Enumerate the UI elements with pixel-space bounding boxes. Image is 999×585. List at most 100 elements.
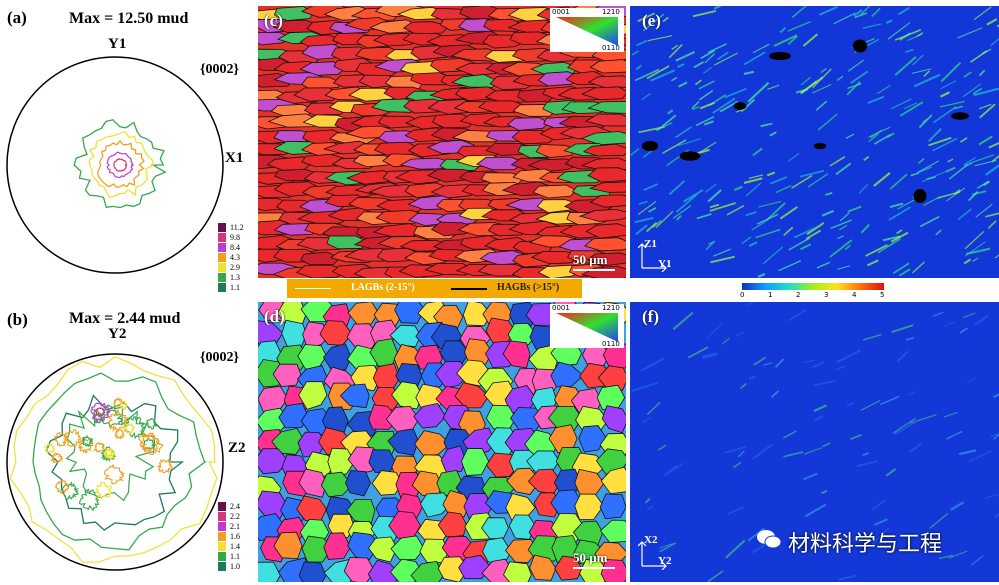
kam-streak — [948, 550, 968, 559]
kam-void — [813, 142, 827, 150]
kam-streak — [847, 205, 862, 213]
level-swatch — [218, 521, 226, 531]
level-value: 8.4 — [230, 242, 240, 252]
kam-streak — [709, 203, 720, 209]
axis-top-a: Y1 — [108, 36, 127, 52]
kam-streak — [891, 324, 914, 333]
grain — [529, 554, 557, 581]
grain — [602, 342, 626, 369]
grain — [346, 498, 376, 524]
kam-streak — [775, 185, 792, 194]
level-swatch — [218, 272, 226, 282]
grain — [343, 557, 376, 582]
kam-streak — [646, 65, 670, 80]
kam-streak — [987, 220, 997, 230]
kam-streak — [899, 101, 924, 117]
kam-streak — [968, 154, 995, 165]
pole-figure-a: (a) Max = 12.50 mud Y1 {0002} X1 11.2 9.8… — [0, 0, 258, 292]
kam-void — [733, 102, 747, 110]
wechat-icon — [756, 528, 782, 550]
level-value: 2.2 — [230, 511, 240, 521]
kam-streak — [813, 404, 828, 413]
kam-streak — [898, 268, 911, 277]
contour-line — [138, 431, 161, 455]
colorbar-tick: 3 — [824, 291, 829, 299]
level-legend-item: 8.4 — [218, 242, 258, 252]
pole-b: {0002} — [200, 350, 240, 365]
colorbar-tick: 1 — [768, 291, 773, 299]
kam-streak — [675, 51, 696, 62]
kam-streak — [944, 321, 956, 327]
kam-streak — [948, 163, 969, 180]
kam-streak — [713, 52, 738, 66]
grain — [454, 382, 490, 409]
panel-label-f: (f) — [642, 307, 659, 326]
contour-line — [43, 442, 56, 454]
max-density-a: Max = 12.50 mud — [69, 10, 189, 27]
grain — [389, 324, 422, 348]
kam-streak — [646, 401, 661, 416]
grain — [323, 343, 352, 371]
grain — [589, 194, 626, 208]
kam-streak — [694, 79, 702, 86]
colorbar-tick: 4 — [852, 291, 857, 299]
grain — [367, 559, 400, 582]
kam-streak — [917, 160, 940, 173]
kam-streak — [769, 176, 788, 185]
ipf-key-c: 0001 1210 0110 — [550, 8, 624, 52]
contour-line — [9, 356, 218, 563]
kam-streak — [672, 311, 694, 331]
kam-void — [951, 112, 969, 120]
kam-streak — [978, 135, 993, 146]
panel-label-b: (b) — [7, 310, 28, 329]
kam-streak — [787, 35, 798, 46]
kam-streak — [887, 22, 911, 40]
contour-line — [63, 429, 82, 448]
kam-streak — [927, 128, 942, 143]
kam-streak — [726, 205, 745, 216]
kam-streak — [788, 237, 811, 251]
ipf-map-d-image — [258, 302, 626, 582]
kam-streak — [889, 202, 904, 209]
kam-streak — [816, 261, 831, 269]
kam-streak — [724, 445, 747, 454]
kam-streak — [779, 26, 787, 34]
grain — [462, 302, 492, 327]
grain — [298, 561, 327, 582]
kam-streak — [662, 16, 669, 23]
kam-streak — [973, 87, 999, 97]
kam-streak — [676, 214, 682, 221]
kam-streak — [695, 116, 715, 127]
grain — [550, 361, 584, 388]
kam-streak — [836, 349, 861, 364]
ipf-triangle-d — [556, 313, 618, 342]
contour-line — [91, 411, 104, 424]
pole-a: {0002} — [200, 62, 240, 77]
level-value: 1.1 — [230, 282, 240, 292]
kam-streak — [894, 56, 917, 76]
kam-streak — [978, 69, 986, 77]
kam-void — [679, 151, 701, 161]
kam-streak — [897, 350, 909, 362]
grain — [345, 470, 371, 497]
kam-streak — [879, 395, 900, 406]
contour-line — [112, 397, 124, 408]
kam-streak — [791, 6, 808, 18]
kam-streak — [678, 81, 688, 88]
kam-streak — [970, 555, 984, 566]
kam-streak — [644, 497, 651, 504]
grain — [588, 181, 626, 193]
kam-streak — [876, 84, 891, 95]
kam-streak — [703, 120, 714, 126]
level-swatch — [218, 541, 226, 551]
kam-streak — [867, 95, 885, 104]
kam-streak — [812, 361, 824, 369]
grain — [391, 381, 423, 410]
level-value: 1.4 — [230, 541, 240, 551]
kam-streak — [721, 337, 730, 345]
kam-streak — [641, 93, 651, 101]
contour-line — [53, 431, 68, 447]
kam-streak — [940, 61, 962, 83]
kam-streak — [829, 239, 853, 258]
kam-streak — [691, 100, 700, 110]
